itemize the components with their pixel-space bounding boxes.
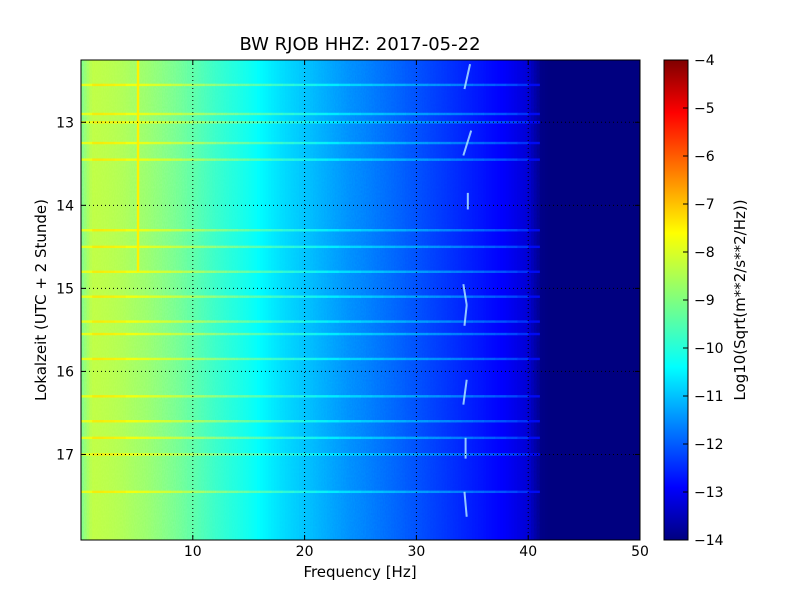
spectrogram-column — [584, 60, 588, 540]
y-axis-label: Lokalzeit (UTC + 2 Stunde) — [32, 199, 50, 401]
colorbar-tick-label: −14 — [694, 533, 724, 549]
spectrogram-column — [600, 60, 605, 540]
spectrogram-column — [620, 60, 624, 540]
colorbar-tick-label: −13 — [694, 485, 724, 501]
colorbar-tick-label: −11 — [694, 389, 724, 405]
y-tick-label: 17 — [56, 447, 74, 463]
spectrogram-column — [634, 60, 638, 540]
spectrogram-column — [539, 60, 543, 540]
spectrogram-column — [561, 60, 566, 540]
spectrogram-column — [628, 60, 633, 540]
y-tick-label: 16 — [56, 364, 74, 380]
spectrogram-column — [586, 60, 591, 540]
spectral-features — [136, 60, 473, 517]
x-axis-label: Frequency [Hz] — [303, 563, 416, 581]
spectrogram-column — [544, 60, 549, 540]
x-tick-label: 10 — [184, 544, 202, 560]
spectrogram-column — [595, 60, 599, 540]
y-axis: 13 14 15 16 17 — [56, 115, 640, 463]
tremor-track-segment — [463, 63, 472, 90]
x-tick-label: 30 — [407, 544, 425, 560]
x-tick-label: 40 — [519, 544, 537, 560]
x-axis: 10 20 30 40 50 — [184, 60, 649, 560]
colorbar-tick-label: −10 — [694, 341, 724, 357]
colorbar-label: Log10(Sqrt(m**2/s**2/Hz)) — [731, 199, 749, 400]
spectrogram-column — [558, 60, 563, 540]
spectrogram-column — [553, 60, 557, 540]
spectrogram-column — [606, 60, 610, 540]
plot-frame — [80, 59, 641, 541]
spectrogram-column — [592, 60, 596, 540]
spectrogram-column — [556, 60, 560, 540]
colorbar-tick-label: −5 — [694, 101, 715, 117]
colorbar-tick-label: −6 — [694, 149, 715, 165]
spectrogram-column — [603, 60, 608, 540]
colorbar-tick-label: −4 — [694, 53, 715, 69]
tremor-track-segment — [462, 284, 468, 306]
spectrogram-column — [589, 60, 594, 540]
spectrogram-column — [612, 60, 616, 540]
spectrogram-column — [581, 60, 585, 540]
spectrogram-column — [631, 60, 636, 540]
spectrogram-column — [567, 60, 571, 540]
y-tick-label: 13 — [56, 115, 74, 131]
colorbar-ticks: −4 −5 −6 −7 −8 −9 −10 −11 −12 −13 −14 — [683, 53, 724, 549]
spectrogram-column — [617, 60, 622, 540]
spectrogram-column — [550, 60, 554, 540]
y-tick-label: 15 — [56, 281, 74, 297]
spectrogram-column — [578, 60, 582, 540]
spectrogram-column — [542, 60, 546, 540]
texture-noise — [81, 60, 540, 540]
spectrogram-column — [609, 60, 613, 540]
colorbar-tick-label: −8 — [694, 245, 715, 261]
spectrogram-column — [637, 60, 640, 540]
tremor-track-segment — [463, 304, 468, 326]
spectrogram-column — [564, 60, 568, 540]
colorbar-tick-label: −7 — [694, 197, 715, 213]
spectrogram-column — [598, 60, 602, 540]
grid-lines — [81, 60, 640, 540]
y-tick-label: 14 — [56, 198, 74, 214]
spectrogram-column — [572, 60, 577, 540]
spectrogram-column — [614, 60, 619, 540]
tremor-track-segment — [462, 379, 468, 405]
spectrogram-column — [575, 60, 580, 540]
chart-title: BW RJOB HHZ: 2017-05-22 — [239, 34, 480, 55]
plot-area — [81, 60, 640, 540]
colorbar-tick-label: −9 — [694, 293, 715, 309]
spectrogram-column — [547, 60, 552, 540]
tremor-track-segment — [463, 491, 468, 517]
spectrogram-column — [623, 60, 627, 540]
spectrogram-column — [570, 60, 574, 540]
x-tick-label: 20 — [296, 544, 314, 560]
colorbar-tick-label: −12 — [694, 437, 724, 453]
x-tick-label: 50 — [631, 544, 649, 560]
colorbar: −4 −5 −6 −7 −8 −9 −10 −11 −12 −13 −14 Log10(Sqrt(m… — [663, 53, 749, 549]
spectrogram-column — [626, 60, 630, 540]
tremor-track-segment — [462, 130, 473, 156]
